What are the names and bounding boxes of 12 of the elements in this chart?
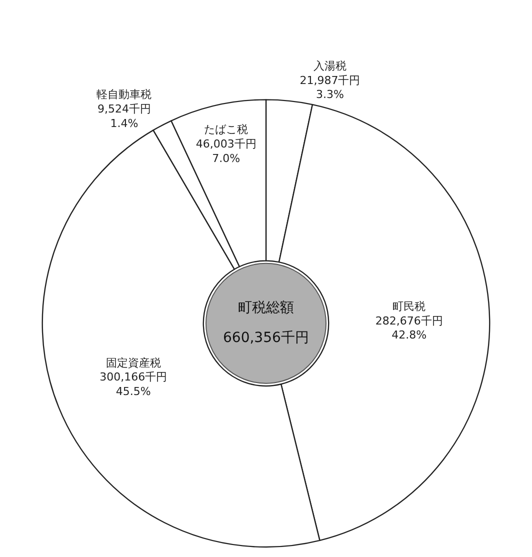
slice-label: 町民税	[392, 300, 426, 314]
data-label: 282,676千円 42.8%	[375, 314, 443, 342]
text: 660,356千円	[223, 330, 309, 346]
data-label: 21,987千円 3.3%	[300, 74, 360, 102]
slice-label: 軽自動車税	[96, 88, 152, 102]
data-label: 300,166千円 45.5%	[100, 370, 168, 398]
slice-label: 固定資産税	[106, 356, 161, 370]
slice-label: たばこ税	[204, 123, 248, 136]
slice-label: 入湯税	[314, 60, 346, 73]
data-label: 46,003千円 7.0%	[196, 137, 256, 165]
text: 町税総額	[238, 300, 294, 316]
data-label: 9,524千円 1.4%	[97, 102, 151, 130]
